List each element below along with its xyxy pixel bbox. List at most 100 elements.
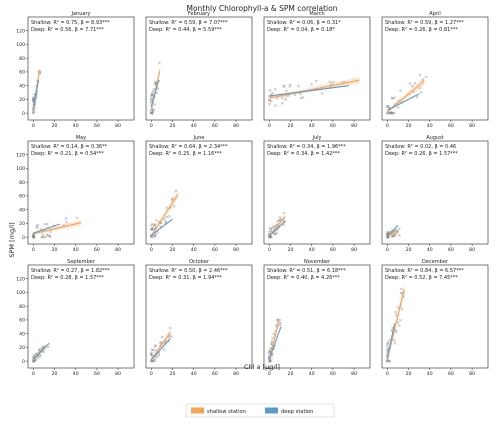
panel-frame bbox=[145, 264, 253, 369]
data-point bbox=[386, 105, 390, 109]
data-point bbox=[162, 217, 166, 221]
panel-title: October bbox=[189, 259, 210, 265]
data-point bbox=[276, 318, 280, 322]
data-point bbox=[32, 359, 36, 363]
panel-april: April Shallow: R² = 0.59, β = 1.27***Deep… bbox=[381, 11, 489, 129]
x-tick-label: 20 bbox=[288, 371, 294, 377]
data-point bbox=[269, 235, 273, 238]
data-point bbox=[32, 111, 35, 115]
panel-january: January Shallow: R² = 0.75, β = 8.93***De… bbox=[16, 11, 135, 129]
data-point bbox=[390, 329, 393, 332]
x-tick-label: 0 bbox=[268, 247, 271, 253]
data-point bbox=[399, 291, 403, 295]
data-point bbox=[398, 227, 401, 230]
panel-frame bbox=[145, 140, 253, 245]
data-point bbox=[276, 318, 279, 322]
panel-stats-shallow: Shallow: R² = 0.59, β = 7.07*** bbox=[149, 20, 228, 26]
deep-fit-line bbox=[387, 93, 420, 111]
x-tick-label: 60 bbox=[94, 123, 100, 129]
x-tick-label: 20 bbox=[406, 247, 412, 253]
data-point bbox=[269, 227, 272, 231]
data-point bbox=[299, 96, 303, 100]
panel-stats-deep: Deep: R² = 0.28, β = 1.57*** bbox=[31, 275, 104, 281]
data-point bbox=[38, 347, 42, 351]
panel-frame bbox=[27, 140, 135, 245]
data-point bbox=[170, 198, 174, 202]
deep-fit-line bbox=[268, 326, 282, 360]
data-point bbox=[272, 225, 276, 228]
data-point bbox=[149, 351, 153, 355]
data-point bbox=[157, 353, 161, 357]
panel-august: August Shallow: R² = 0.02, β = 0.46Deep: … bbox=[381, 135, 489, 253]
data-point bbox=[40, 235, 44, 239]
data-point bbox=[154, 219, 158, 222]
legend-swatch bbox=[265, 407, 278, 414]
panel-frame bbox=[263, 140, 371, 245]
x-tick-label: 60 bbox=[330, 123, 336, 129]
x-tick-label: 40 bbox=[191, 123, 197, 129]
panel-stats-deep: Deep: R² = 0.26, β = 1.57*** bbox=[385, 151, 458, 157]
data-point bbox=[288, 83, 292, 87]
data-point bbox=[298, 92, 302, 96]
x-tick-label: 40 bbox=[191, 247, 197, 253]
data-point bbox=[160, 335, 164, 339]
x-tick-label: 80 bbox=[115, 371, 121, 377]
data-point bbox=[396, 321, 400, 324]
data-point bbox=[165, 206, 169, 210]
data-point bbox=[391, 96, 394, 100]
x-tick-label: 80 bbox=[233, 247, 239, 253]
deep-fit-line bbox=[269, 85, 349, 97]
data-point bbox=[276, 219, 280, 223]
x-tick-label: 20 bbox=[52, 247, 58, 253]
panel-frame bbox=[27, 264, 135, 369]
panel-title: July bbox=[312, 135, 322, 141]
data-point bbox=[62, 223, 66, 227]
data-point bbox=[418, 73, 422, 77]
data-point bbox=[150, 235, 153, 239]
data-point bbox=[393, 229, 397, 233]
x-tick-label: 60 bbox=[94, 371, 100, 377]
data-point bbox=[399, 89, 402, 93]
x-tick-label: 80 bbox=[469, 247, 475, 253]
legend-label: shallow station bbox=[207, 409, 246, 415]
panel-stats-shallow: Shallow: R² = 0.02, β = 0.46 bbox=[385, 144, 456, 150]
y-tick-label: 40 bbox=[19, 331, 25, 337]
data-point bbox=[153, 358, 157, 362]
x-tick-label: 80 bbox=[115, 247, 121, 253]
data-point bbox=[272, 332, 276, 336]
data-point bbox=[269, 235, 273, 239]
x-tick-label: 40 bbox=[73, 247, 79, 253]
panel-title: December bbox=[422, 259, 449, 265]
legend-label: deep station bbox=[281, 409, 313, 415]
data-point bbox=[151, 111, 154, 115]
data-point bbox=[150, 359, 154, 363]
data-point bbox=[153, 345, 157, 348]
data-point bbox=[390, 234, 394, 238]
y-tick-label: 80 bbox=[19, 56, 25, 62]
data-point bbox=[155, 91, 159, 95]
data-point bbox=[151, 222, 154, 226]
panel-july: July Shallow: R² = 0.34, β = 1.96***Deep:… bbox=[263, 135, 371, 253]
data-point bbox=[278, 324, 282, 327]
data-point bbox=[386, 235, 389, 239]
x-tick-label: 80 bbox=[233, 123, 239, 129]
x-tick-label: 60 bbox=[212, 247, 218, 253]
panel-frame bbox=[263, 264, 371, 369]
data-point bbox=[269, 226, 272, 230]
data-point bbox=[36, 223, 40, 227]
y-tick-label: 100 bbox=[16, 166, 25, 172]
data-point bbox=[49, 230, 52, 234]
y-tick-label: 100 bbox=[16, 290, 25, 296]
x-tick-label: 0 bbox=[150, 371, 153, 377]
data-point bbox=[151, 348, 154, 352]
panel-stats-shallow: Shallow: R² = 0.51, β = 6.18*** bbox=[267, 268, 346, 274]
shallow-fit-line bbox=[150, 194, 179, 237]
data-point bbox=[310, 83, 313, 86]
data-point bbox=[168, 215, 171, 218]
data-point bbox=[280, 96, 284, 100]
data-point bbox=[38, 353, 42, 357]
y-tick-label: 120 bbox=[16, 152, 25, 158]
deep-fit-line bbox=[386, 225, 399, 237]
x-tick-label: 20 bbox=[406, 123, 412, 129]
deep-fit-line bbox=[150, 218, 173, 236]
